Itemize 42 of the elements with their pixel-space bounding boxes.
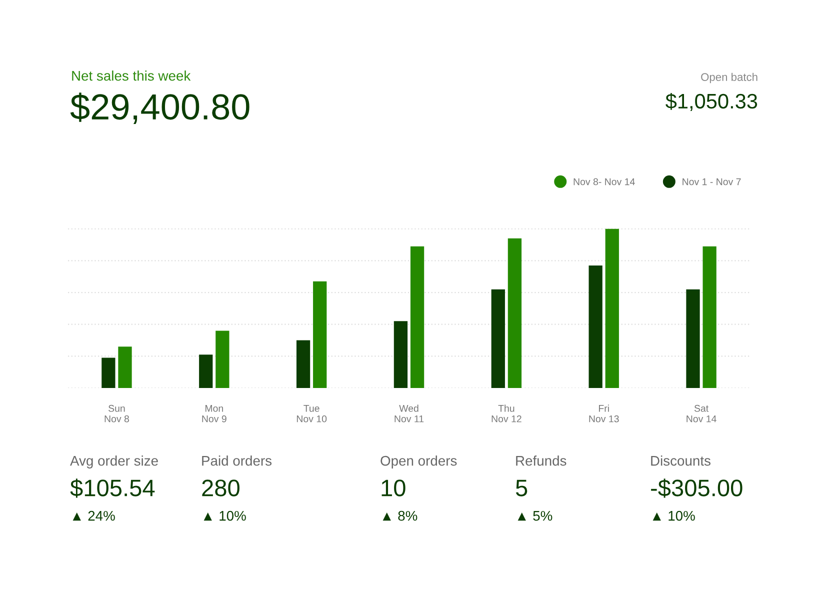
text: 5 — [516, 480, 528, 496]
x-tick-label: Sun Nov 8 — [104, 404, 129, 422]
legend-label: Nov 8- Nov 14 — [574, 178, 635, 186]
bar — [491, 289, 505, 388]
text: ▲ 10% — [652, 510, 695, 521]
legend-label: Nov 1 - Nov 7 — [682, 178, 741, 186]
bar — [216, 330, 230, 388]
text: Open batch — [701, 72, 758, 84]
bar — [588, 265, 602, 388]
bar — [313, 281, 327, 388]
text: Refunds — [516, 456, 566, 466]
text: Avg order size — [70, 456, 158, 468]
bar — [199, 354, 213, 388]
text: ▲ 8% — [382, 510, 418, 521]
bar — [296, 340, 310, 388]
bar — [702, 246, 716, 388]
text: ▲ 5% — [518, 510, 552, 521]
x-tick-label: Thu Nov 12 — [492, 404, 522, 422]
x-tick-label: Wed Nov 11 — [394, 404, 424, 422]
text: $105.54 — [70, 478, 155, 498]
chart-title: Net sales this week — [72, 70, 191, 81]
text: 280 — [202, 480, 240, 496]
bar — [508, 238, 522, 388]
text: Paid orders — [202, 456, 272, 466]
chart-subtitle: $29,400.80 — [70, 92, 250, 124]
x-tick-label: Mon Nov 9 — [202, 405, 226, 422]
text: ▲ 24% — [72, 510, 115, 521]
text: Open orders — [380, 456, 457, 468]
x-tick-label: Sat Nov 14 — [686, 404, 716, 422]
text: ▲ 10% — [204, 510, 246, 521]
text: $1,050.33 — [666, 92, 758, 112]
bar — [118, 346, 132, 388]
bar — [102, 358, 116, 388]
bar — [686, 289, 700, 388]
text: -$305.00 — [651, 478, 742, 498]
bar — [605, 228, 619, 388]
x-tick-label: Tue Nov 10 — [296, 405, 327, 422]
bar — [394, 321, 408, 388]
bar — [410, 246, 424, 388]
text: 10 — [382, 480, 406, 496]
x-tick-label: Fri Nov 13 — [589, 404, 619, 422]
text: Discounts — [651, 456, 710, 466]
